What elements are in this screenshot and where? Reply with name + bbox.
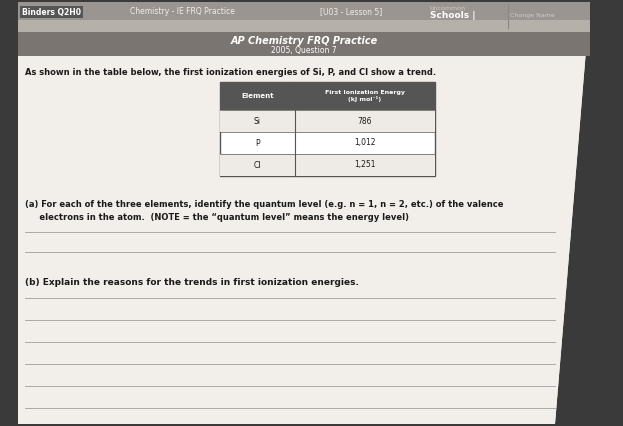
Text: 786: 786: [358, 116, 373, 126]
FancyBboxPatch shape: [220, 110, 435, 132]
Text: AP Chemistry FRQ Practice: AP Chemistry FRQ Practice: [231, 36, 378, 46]
FancyBboxPatch shape: [220, 154, 435, 176]
Text: Binders Q2H0: Binders Q2H0: [22, 8, 81, 17]
Polygon shape: [18, 32, 590, 56]
Text: P: P: [255, 138, 260, 147]
Polygon shape: [18, 20, 590, 32]
Polygon shape: [18, 2, 590, 424]
Text: Change Name: Change Name: [510, 14, 554, 18]
Text: (a) For each of the three elements, identify the quantum level (e.g. n = 1, n = : (a) For each of the three elements, iden…: [25, 200, 503, 222]
FancyBboxPatch shape: [220, 82, 435, 110]
Text: As shown in the table below, the first ionization energies of Si, P, and Cl show: As shown in the table below, the first i…: [25, 68, 436, 77]
Text: Schools |: Schools |: [430, 12, 475, 20]
Text: (b) Explain the reasons for the trends in first ionization energies.: (b) Explain the reasons for the trends i…: [25, 278, 359, 287]
Polygon shape: [18, 2, 590, 32]
Text: [U03 - Lesson 5]: [U03 - Lesson 5]: [320, 8, 383, 17]
Text: 2005, Question 7: 2005, Question 7: [271, 46, 337, 55]
Text: Cl: Cl: [254, 161, 261, 170]
Text: 1,012: 1,012: [354, 138, 376, 147]
Text: Si: Si: [254, 116, 261, 126]
Text: Uncommon: Uncommon: [430, 6, 466, 11]
Polygon shape: [18, 2, 590, 424]
Text: First Ionization Energy
(kJ mol⁻¹): First Ionization Energy (kJ mol⁻¹): [325, 90, 405, 102]
Text: 1,251: 1,251: [354, 161, 376, 170]
Text: Element: Element: [241, 93, 274, 99]
Text: Chemistry - IE FRQ Practice: Chemistry - IE FRQ Practice: [130, 8, 235, 17]
FancyBboxPatch shape: [220, 82, 435, 176]
